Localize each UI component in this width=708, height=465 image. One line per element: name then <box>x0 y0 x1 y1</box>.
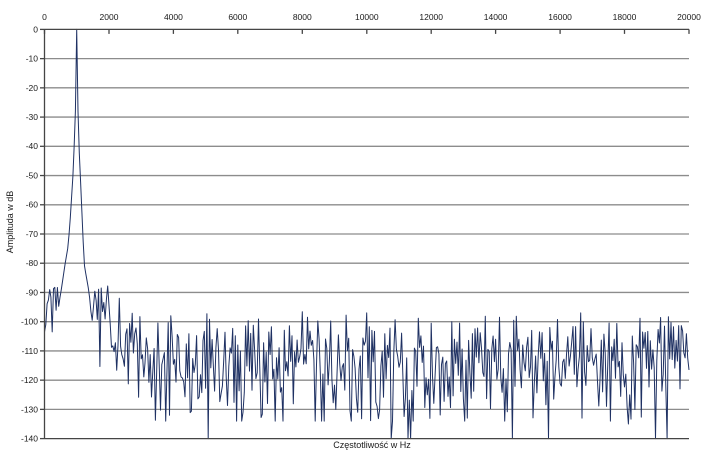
svg-text:-20: -20 <box>26 83 39 93</box>
svg-text:6000: 6000 <box>228 12 247 22</box>
svg-text:-140: -140 <box>21 434 38 444</box>
svg-text:14000: 14000 <box>484 12 508 22</box>
svg-text:-80: -80 <box>26 258 39 268</box>
svg-text:-110: -110 <box>22 346 39 356</box>
svg-text:-50: -50 <box>26 170 39 180</box>
svg-text:-70: -70 <box>26 229 39 239</box>
svg-text:-90: -90 <box>26 287 39 297</box>
svg-text:4000: 4000 <box>164 12 183 22</box>
svg-text:-60: -60 <box>26 200 39 210</box>
svg-text:2000: 2000 <box>100 12 119 22</box>
svg-text:10000: 10000 <box>355 12 379 22</box>
svg-text:20000: 20000 <box>677 12 701 22</box>
svg-text:16000: 16000 <box>548 12 572 22</box>
svg-text:Częstotliwość w Hz: Częstotliwość w Hz <box>333 440 411 450</box>
svg-text:-40: -40 <box>26 141 39 151</box>
svg-text:12000: 12000 <box>419 12 443 22</box>
svg-text:-130: -130 <box>21 404 38 414</box>
svg-text:18000: 18000 <box>613 12 637 22</box>
svg-text:Amplituda w dB: Amplituda w dB <box>5 191 15 254</box>
svg-text:-10: -10 <box>26 54 39 64</box>
svg-text:8000: 8000 <box>293 12 312 22</box>
svg-text:-120: -120 <box>21 375 38 385</box>
svg-text:-30: -30 <box>26 112 39 122</box>
svg-text:-100: -100 <box>21 317 38 327</box>
svg-text:0: 0 <box>42 12 47 22</box>
svg-text:0: 0 <box>33 24 38 34</box>
